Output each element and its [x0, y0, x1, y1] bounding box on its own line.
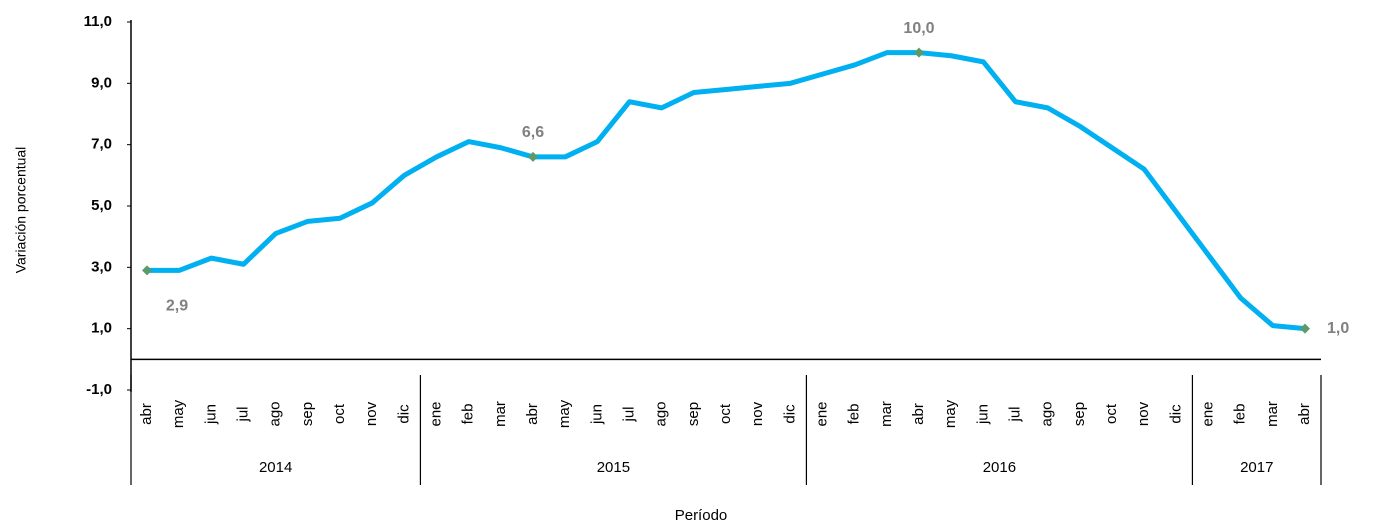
x-tick-label: jun	[974, 404, 991, 425]
x-tick-label: jul	[1006, 406, 1023, 422]
x-tick-label: dic	[395, 404, 412, 424]
x-tick-label: may	[942, 399, 959, 428]
x-tick-label: mar	[492, 401, 509, 427]
x-tick-label: abr	[138, 403, 155, 425]
y-tick-label: 5,0	[91, 197, 112, 214]
x-tick-label: jul	[620, 406, 637, 422]
x-tick-label: mar	[878, 401, 895, 427]
x-tick-label: sep	[1071, 402, 1088, 426]
x-tick-label: oct	[331, 403, 348, 424]
year-label: 2014	[259, 459, 292, 476]
marker	[914, 47, 924, 58]
x-tick-label: sep	[685, 402, 702, 426]
data-label: 6,6	[522, 124, 544, 141]
x-tick-label: sep	[299, 402, 316, 426]
marker	[528, 151, 538, 162]
y-tick-label: -1,0	[86, 381, 112, 398]
x-tick-label: mar	[1264, 401, 1281, 427]
year-label: 2017	[1240, 459, 1273, 476]
y-tick-label: 1,0	[91, 320, 112, 337]
x-tick-label: ene	[1199, 401, 1216, 426]
x-tick-label: jul	[234, 406, 251, 422]
x-tick-label: abr	[1296, 403, 1313, 425]
marker	[1300, 323, 1310, 334]
x-tick-label: abr	[910, 403, 927, 425]
x-tick-label: jun	[588, 404, 605, 425]
data-line	[147, 50, 1306, 332]
x-tick-label: may	[170, 399, 187, 428]
x-tick-label: ene	[813, 401, 830, 426]
year-label: 2016	[983, 459, 1016, 476]
x-tick-label: nov	[1135, 401, 1152, 426]
x-tick-label: feb	[1232, 404, 1249, 425]
x-tick-label: oct	[717, 403, 734, 424]
y-tick-label: 3,0	[91, 258, 112, 275]
y-tick-label: 9,0	[91, 74, 112, 91]
x-tick-label: dic	[781, 404, 798, 424]
y-tick-label: 11,0	[84, 13, 112, 30]
x-tick-label: ago	[653, 401, 670, 426]
y-axis-title: Variación porcentual	[13, 147, 29, 274]
x-tick-label: nov	[749, 401, 766, 426]
year-label: 2015	[597, 459, 630, 476]
x-tick-label: oct	[1103, 403, 1120, 424]
data-label: 2,9	[166, 298, 188, 315]
data-label: 1,0	[1327, 320, 1349, 337]
x-tick-label: may	[556, 399, 573, 428]
marker	[142, 265, 152, 276]
y-tick-label: 7,0	[91, 136, 112, 153]
x-tick-label: ago	[267, 401, 284, 426]
data-label: 10,0	[903, 20, 934, 37]
x-tick-label: abr	[524, 403, 541, 425]
x-tick-label: feb	[460, 404, 477, 425]
x-tick-label: jun	[202, 404, 219, 425]
x-axis-title: Período	[675, 507, 728, 524]
x-tick-label: feb	[846, 404, 863, 425]
x-tick-label: nov	[363, 401, 380, 426]
x-tick-label: dic	[1167, 404, 1184, 424]
x-tick-label: ene	[427, 401, 444, 426]
x-tick-label: ago	[1039, 401, 1056, 426]
